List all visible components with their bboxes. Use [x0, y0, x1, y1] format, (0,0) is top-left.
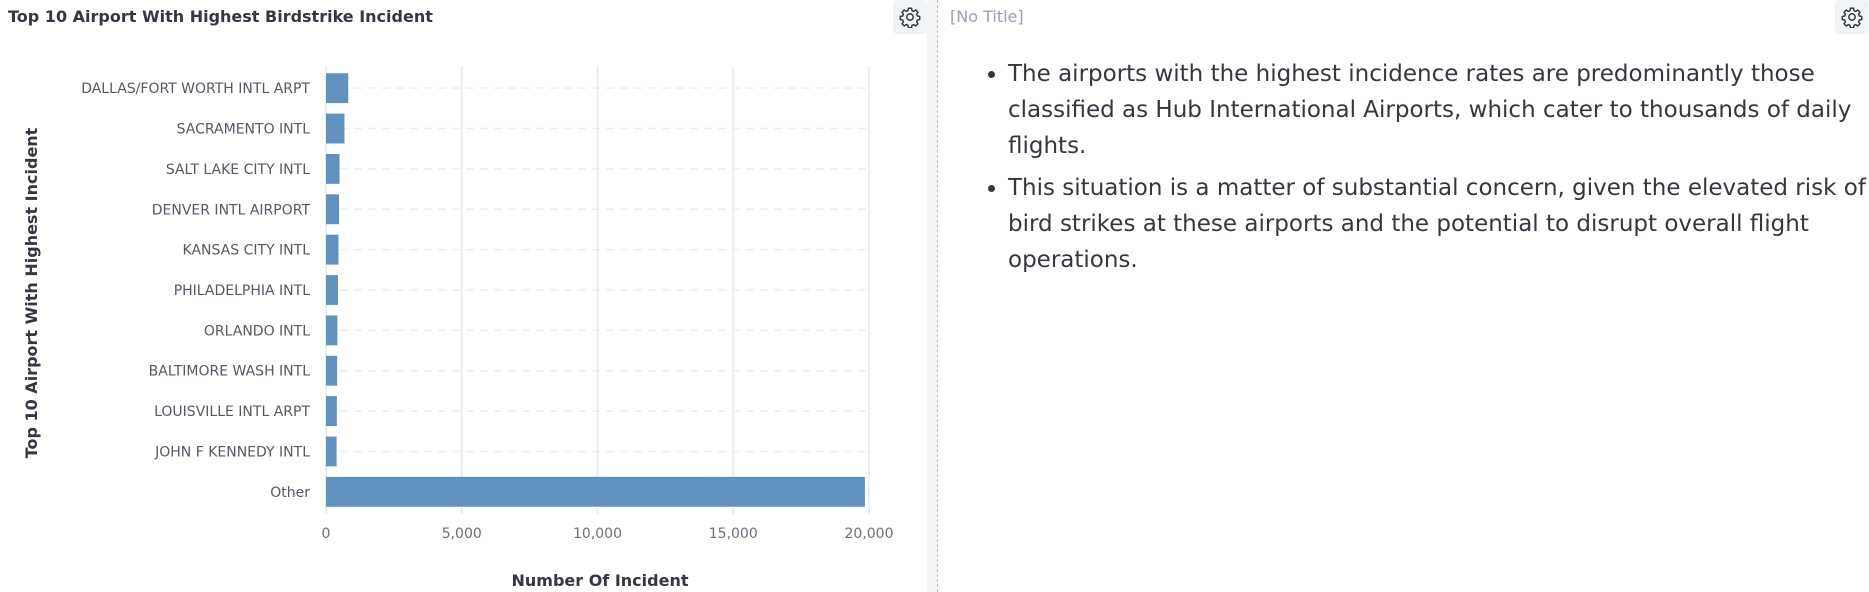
panel-title: [No Title] [950, 7, 1024, 26]
bar[interactable] [326, 194, 340, 225]
category-label: SACRAMENTO INTL [177, 122, 311, 138]
bar[interactable] [326, 153, 340, 184]
bar[interactable] [326, 234, 339, 265]
category-label: SALT LAKE CITY INTL [166, 162, 310, 178]
chart-panel: Top 10 Airport With Highest Birdstrike I… [0, 0, 927, 592]
panel-title: Top 10 Airport With Highest Birdstrike I… [8, 7, 433, 26]
category-label: ORLANDO INTL [204, 323, 310, 339]
y-axis-title: Top 10 Airport With Highest Incident [22, 127, 41, 458]
bar-chart: DALLAS/FORT WORTH INTL ARPT SACRAMENTO IN… [22, 66, 894, 590]
list-item: This situation is a matter of substantia… [1008, 170, 1868, 278]
category-label: KANSAS CITY INTL [183, 243, 311, 259]
bar[interactable] [326, 275, 338, 305]
grid-lines [325, 66, 870, 514]
category-label: BALTIMORE WASH INTL [149, 364, 311, 380]
bar[interactable] [326, 476, 865, 507]
panel-divider[interactable] [927, 0, 937, 592]
gear-icon [899, 7, 921, 28]
category-label: LOUISVILLE INTL ARPT [154, 404, 310, 420]
bar[interactable] [326, 73, 349, 104]
x-tick-labels: 0 5,000 10,000 15,000 20,000 [322, 526, 894, 542]
notes-panel: [No Title] The airports with the highest… [937, 0, 1869, 592]
bar[interactable] [326, 315, 338, 346]
list-item: The airports with the highest incidence … [1008, 56, 1868, 164]
category-label: PHILADELPHIA INTL [174, 283, 311, 299]
category-label: JOHN F KENNEDY INTL [154, 444, 310, 460]
bar[interactable] [326, 355, 338, 386]
x-tick-label: 5,000 [442, 526, 482, 542]
panel-options-button[interactable] [1835, 0, 1869, 34]
x-axis-title: Number Of Incident [511, 571, 688, 590]
gear-icon [1841, 7, 1863, 28]
x-tick-label: 0 [322, 526, 331, 542]
category-label: Other [270, 485, 310, 501]
category-labels: DALLAS/FORT WORTH INTL ARPT SACRAMENTO IN… [81, 81, 310, 501]
bar[interactable] [326, 113, 345, 144]
bar[interactable] [326, 396, 337, 427]
category-label: DENVER INTL AIRPORT [152, 202, 311, 218]
bars [326, 73, 865, 507]
x-tick-label: 20,000 [845, 526, 894, 542]
bar[interactable] [326, 436, 337, 467]
panel-options-button[interactable] [893, 0, 927, 34]
x-tick-label: 10,000 [573, 526, 622, 542]
x-tick-label: 15,000 [709, 526, 758, 542]
notes-list: The airports with the highest incidence … [988, 56, 1868, 284]
category-label: DALLAS/FORT WORTH INTL ARPT [81, 81, 310, 97]
